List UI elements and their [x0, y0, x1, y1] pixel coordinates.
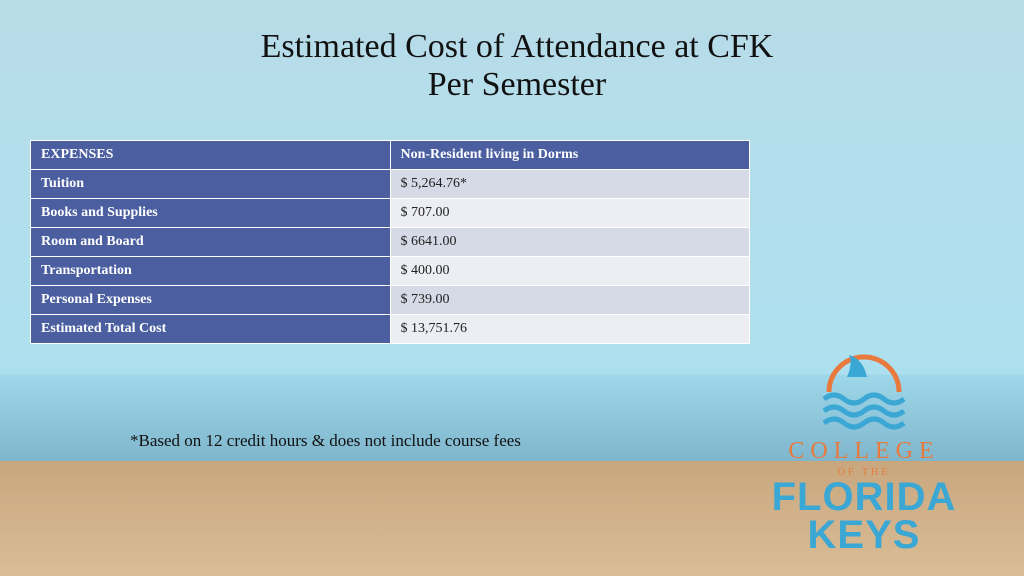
table-row: Tuition $ 5,264.76*	[31, 170, 750, 199]
row-label: Transportation	[31, 257, 391, 286]
cfk-logo: COLLEGE OF THE FLORIDA KEYS	[724, 337, 1004, 554]
table-row: Transportation $ 400.00	[31, 257, 750, 286]
row-label: Room and Board	[31, 228, 391, 257]
table-row: Personal Expenses $ 739.00	[31, 286, 750, 315]
row-value: $ 5,264.76*	[390, 170, 750, 199]
row-value: $ 707.00	[390, 199, 750, 228]
row-value: $ 400.00	[390, 257, 750, 286]
header-value: Non-Resident living in Dorms	[390, 141, 750, 170]
row-value: $ 6641.00	[390, 228, 750, 257]
title-line-1: Estimated Cost of Attendance at CFK	[70, 28, 964, 66]
table-row: Estimated Total Cost $ 13,751.76	[31, 315, 750, 344]
row-label: Books and Supplies	[31, 199, 391, 228]
row-value: $ 739.00	[390, 286, 750, 315]
row-label: Tuition	[31, 170, 391, 199]
table-header-row: EXPENSES Non-Resident living in Dorms	[31, 141, 750, 170]
row-label: Personal Expenses	[31, 286, 391, 315]
logo-text-college: COLLEGE	[724, 438, 1004, 465]
title-line-2: Per Semester	[70, 66, 964, 104]
cost-table: EXPENSES Non-Resident living in Dorms Tu…	[30, 140, 750, 344]
title-block: Estimated Cost of Attendance at CFK Per …	[70, 28, 964, 104]
logo-mark-icon	[809, 337, 919, 432]
table-row: Books and Supplies $ 707.00	[31, 199, 750, 228]
header-expenses: EXPENSES	[31, 141, 391, 170]
row-label: Estimated Total Cost	[31, 315, 391, 344]
footnote: *Based on 12 credit hours & does not inc…	[130, 430, 550, 453]
row-value: $ 13,751.76	[390, 315, 750, 344]
table-row: Room and Board $ 6641.00	[31, 228, 750, 257]
slide: Estimated Cost of Attendance at CFK Per …	[0, 0, 1024, 576]
logo-text-floridakeys: FLORIDA KEYS	[724, 478, 1004, 554]
